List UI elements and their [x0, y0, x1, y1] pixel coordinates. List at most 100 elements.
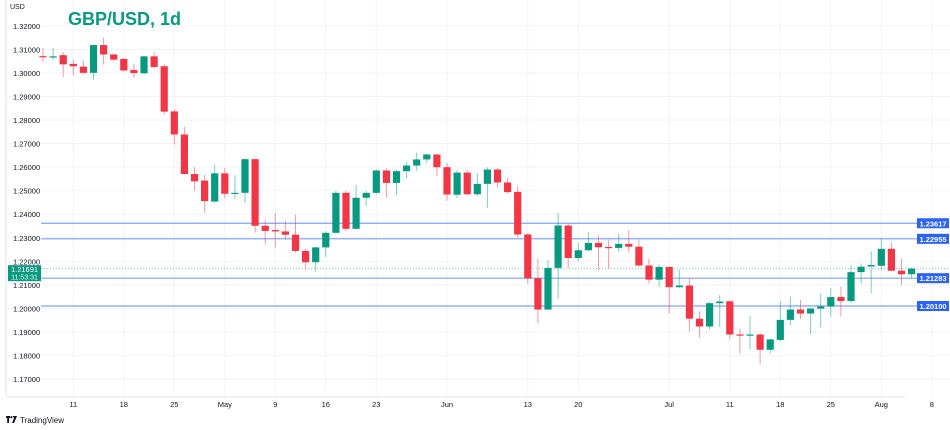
candle [564, 223, 572, 268]
candle-body [231, 192, 239, 195]
chart-title: GBP/USD, 1d [68, 9, 182, 29]
candle [271, 213, 279, 248]
candle-body [201, 180, 209, 202]
candle [413, 152, 421, 171]
candle-body [564, 225, 572, 259]
candle [908, 267, 916, 279]
candle-body [49, 56, 57, 58]
candle-body [281, 231, 289, 235]
candle [706, 302, 714, 330]
x-tick-label: 23 [372, 400, 380, 409]
candle [584, 232, 592, 251]
time-axis[interactable]: 11 18 25 May 9 16 23 Jun 13 20 Jul 11 18 25 Aug 8 [69, 400, 933, 409]
candle [110, 53, 118, 62]
candle-body [766, 339, 774, 350]
candle [574, 242, 582, 262]
candle [170, 109, 178, 145]
price-axis[interactable]: USD 1.32000 1.31000 1.30000 1.29000 1.28000 1.… [10, 4, 40, 384]
candle [453, 170, 461, 199]
candle [675, 269, 683, 289]
candle-body [403, 165, 411, 172]
candle [887, 242, 895, 272]
candle [534, 258, 542, 324]
candle-body [493, 169, 502, 183]
candle [594, 235, 603, 271]
candle [281, 220, 289, 240]
candle-body [837, 297, 845, 302]
x-tick-label: 11 [726, 400, 734, 409]
y-tick-label: 1.20000 [13, 304, 40, 313]
candle [100, 37, 108, 65]
x-tick-label: 18 [120, 400, 128, 409]
candle-body [180, 134, 188, 175]
candle [332, 191, 340, 234]
x-tick-label: Jun [441, 400, 453, 409]
candle-body [625, 243, 633, 247]
candle [322, 231, 330, 257]
x-tick-label: Aug [875, 400, 888, 409]
y-tick-label: 1.17000 [13, 375, 40, 384]
candle-body [433, 154, 441, 168]
y-tick-label: 1.24000 [13, 210, 40, 219]
x-tick-label: May [218, 400, 232, 409]
y-tick-label: 1.30000 [13, 69, 40, 78]
candle [746, 315, 754, 350]
level-label: 1.22955 [919, 235, 946, 244]
candle-body [605, 246, 613, 249]
y-tick-label: 1.18000 [13, 351, 40, 360]
candle-body [877, 248, 885, 266]
candle-body [342, 192, 350, 229]
candle [463, 169, 471, 196]
candle [221, 168, 229, 199]
candle-body [271, 230, 279, 232]
candle-body [827, 297, 835, 307]
candle-body [706, 303, 714, 327]
level-label-box [917, 273, 949, 284]
candle-body [847, 272, 855, 302]
candle-body [413, 159, 421, 166]
candle-body [100, 45, 108, 55]
candle-body [59, 55, 67, 65]
candle [473, 173, 481, 197]
candle [160, 63, 168, 115]
candle [817, 293, 825, 328]
x-tick-label: 8 [930, 400, 934, 409]
candle-body [504, 182, 512, 193]
candle [89, 44, 98, 80]
candle-body [332, 192, 340, 233]
candle [796, 300, 805, 320]
currency-label: USD [10, 4, 25, 11]
candle-body [746, 334, 754, 336]
level-label: 1.21283 [919, 274, 946, 283]
candle [342, 190, 350, 231]
candle [49, 47, 57, 61]
grid [6, 0, 950, 397]
candle-body [897, 270, 906, 275]
candle [251, 158, 259, 233]
candle [867, 251, 875, 294]
last-price-box [8, 265, 41, 282]
candles [39, 37, 916, 365]
candle-body [655, 266, 663, 280]
candle [493, 168, 502, 188]
candle [443, 162, 451, 201]
candle-body [716, 301, 724, 304]
candle-body [574, 250, 582, 259]
candle-body [140, 56, 148, 74]
candle [615, 233, 623, 252]
tradingview-brand[interactable]: TradingView [6, 415, 64, 425]
candle-body [675, 285, 683, 288]
candle [504, 177, 512, 194]
candle [120, 58, 128, 72]
candle-body [221, 173, 229, 194]
candle-body [423, 154, 431, 160]
candle-body [110, 54, 118, 60]
x-tick-label: 25 [827, 400, 835, 409]
level-label-box [917, 218, 949, 229]
candle-body [776, 319, 784, 340]
candle [423, 153, 431, 164]
candle-body [665, 266, 673, 288]
candle-body [89, 45, 98, 73]
candle [180, 126, 188, 175]
